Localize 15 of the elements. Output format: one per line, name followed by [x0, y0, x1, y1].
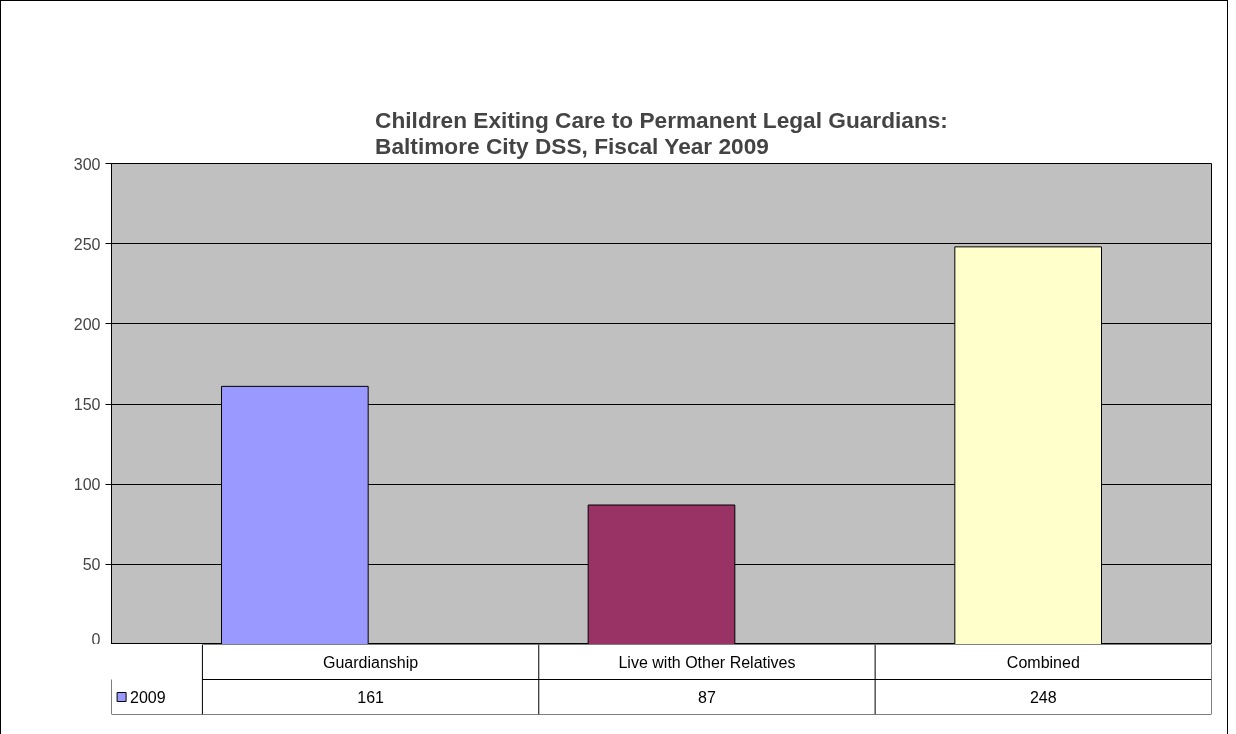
y-tick-label: 0 [91, 630, 101, 648]
y-tick-label: 250 [73, 235, 101, 253]
y-tick-label: 300 [73, 155, 101, 173]
legend-label: 2009 [130, 689, 166, 706]
y-tick-label: 200 [73, 315, 101, 333]
data-label: 87 [698, 689, 716, 706]
data-label: 161 [357, 689, 385, 706]
data-label: 248 [1029, 689, 1057, 706]
chart-title: Children Exiting Care to Permanent Legal Guardians: Baltimore City DSS, Fiscal Year 2009 [375, 106, 948, 159]
x-tick-label: Combined [1006, 653, 1080, 671]
x-tick-label: Guardianship [323, 653, 419, 671]
y-tick-label: 50 [82, 556, 101, 574]
x-tick-label: Live with Other Relatives [618, 653, 796, 671]
y-tick-label: 150 [73, 396, 101, 413]
y-tick-label: 100 [73, 476, 101, 494]
